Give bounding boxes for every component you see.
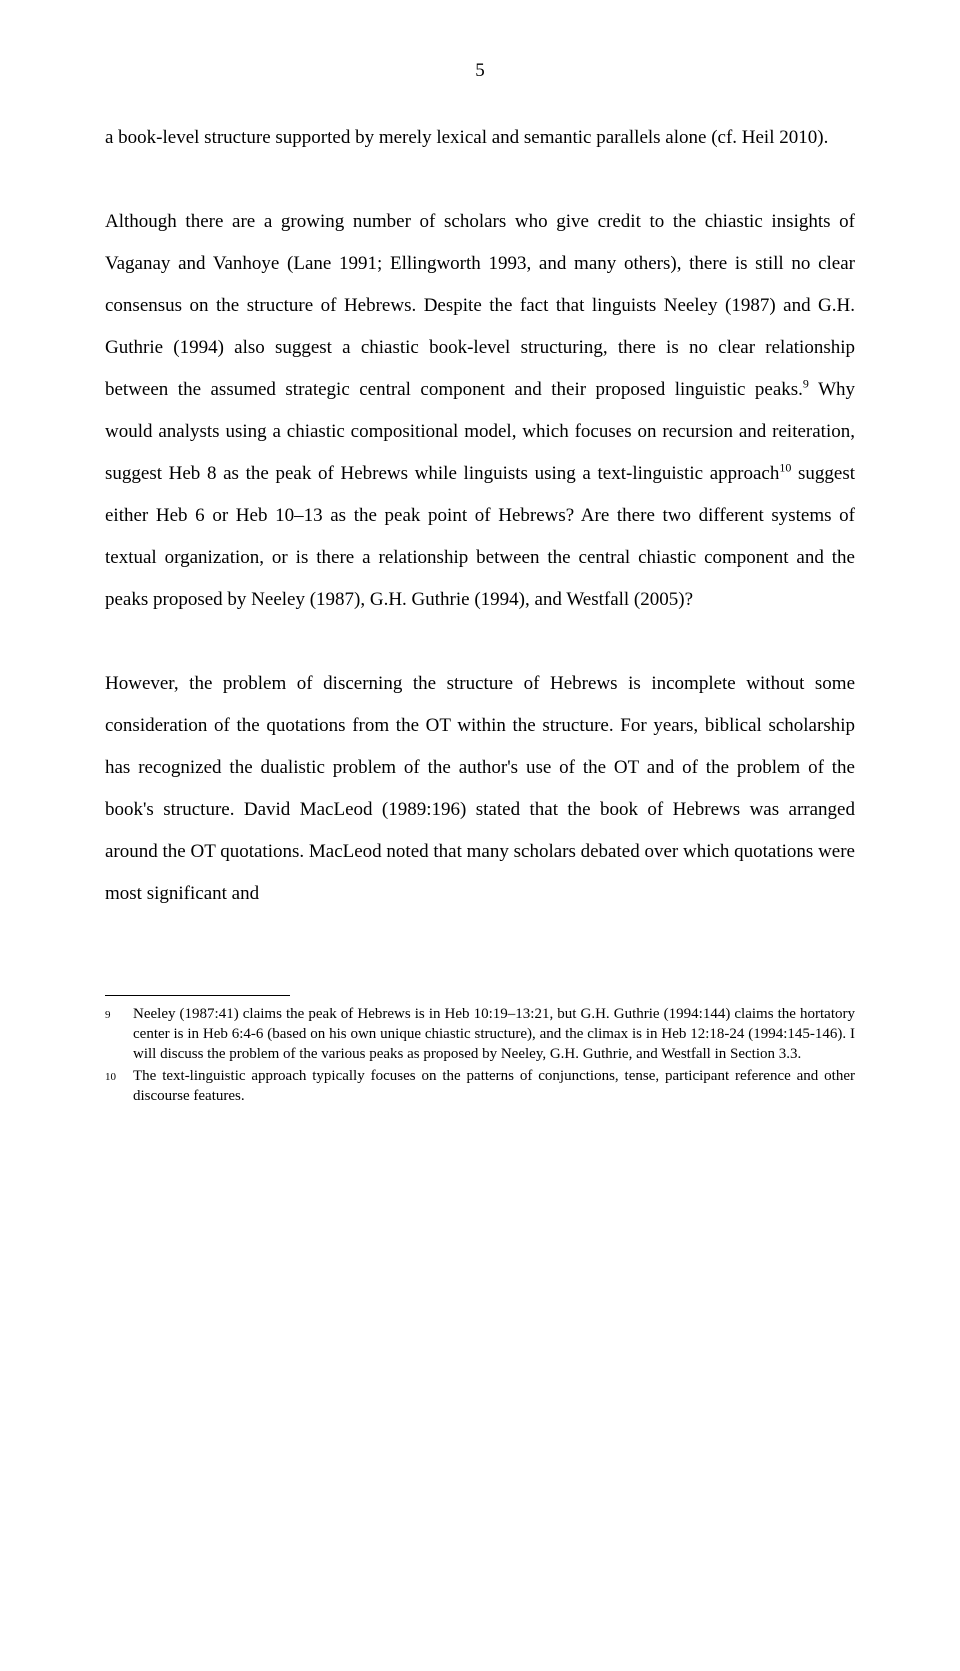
footnote-text: The text-linguistic approach typically f… — [133, 1066, 855, 1106]
footnote-number: 10 — [105, 1066, 133, 1106]
paragraph-text: suggest either Heb 6 or Heb 10–13 as the… — [105, 463, 855, 610]
paragraph-text: Although there are a growing number of s… — [105, 211, 855, 400]
body-paragraph-3: However, the problem of discerning the s… — [105, 663, 855, 915]
paragraph-text: However, the problem of discerning the s… — [105, 673, 855, 904]
body-paragraph-2: Although there are a growing number of s… — [105, 201, 855, 621]
page-number: 5 — [105, 60, 855, 82]
body-paragraph-1: a book-level structure supported by mere… — [105, 117, 855, 159]
footnote-9: 9 Neeley (1987:41) claims the peak of He… — [105, 1004, 855, 1064]
footnote-ref-10: 10 — [779, 461, 791, 475]
footnote-number: 9 — [105, 1004, 133, 1064]
footnote-10: 10 The text-linguistic approach typicall… — [105, 1066, 855, 1106]
paragraph-text: a book-level structure supported by mere… — [105, 127, 828, 148]
footnote-text: Neeley (1987:41) claims the peak of Hebr… — [133, 1004, 855, 1064]
footnote-divider — [105, 995, 290, 996]
